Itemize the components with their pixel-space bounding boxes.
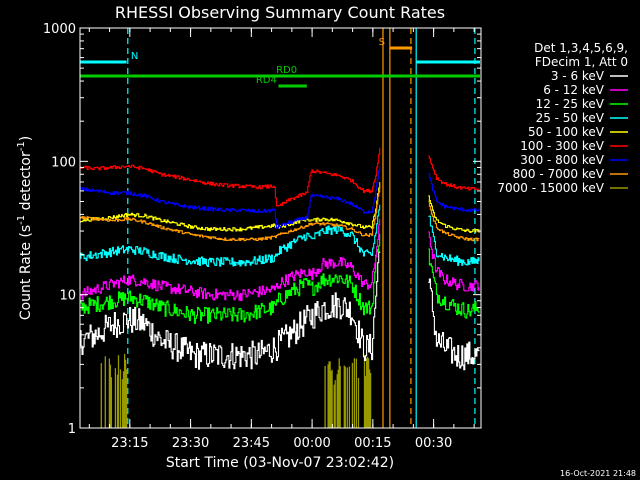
x-tick-label: 23:30: [172, 436, 209, 451]
flag-label: RD0: [276, 65, 297, 76]
series-line: [428, 200, 480, 242]
series-line: [80, 218, 381, 301]
series-line: [428, 278, 480, 371]
legend-label: 100 - 300 keV: [520, 139, 604, 153]
legend-label: 50 - 100 keV: [528, 125, 605, 139]
x-tick-label: 00:30: [415, 436, 452, 451]
series-line: [100, 353, 128, 428]
chart-title: RHESSI Observing Summary Count Rates: [115, 3, 445, 22]
legend-label: 25 - 50 keV: [536, 111, 605, 125]
timestamp: 16-Oct-2021 21:48: [560, 469, 636, 478]
legend-header-line: FDecim 1, Att 0: [535, 55, 628, 69]
legend-label: 6 - 12 keV: [543, 83, 605, 97]
series-line: [428, 155, 480, 191]
x-tick-label: 00:15: [354, 436, 391, 451]
series-line: [80, 183, 381, 242]
y-axis-label-part: ): [18, 136, 34, 141]
series-line: [80, 182, 381, 232]
flag-label: S: [379, 37, 385, 48]
series-line: [324, 354, 372, 428]
legend-label: 800 - 7000 keV: [513, 167, 605, 181]
legend-label: 7000 - 15000 keV: [497, 181, 604, 195]
legend-label: 300 - 800 keV: [520, 153, 604, 167]
y-tick-label: 100: [51, 155, 76, 170]
x-axis: 23:15 23:30 23:45 00:00 00:15 00:30: [88, 28, 475, 451]
plot-frame: [79, 27, 482, 429]
x-tick-label: 23:45: [233, 436, 270, 451]
series-line: [428, 248, 480, 319]
vertical-markers: [127, 28, 476, 428]
y-tick-label: 1: [68, 422, 76, 437]
y-axis-label-exp: -1: [16, 141, 27, 151]
series-line: [80, 147, 381, 207]
series-line: [80, 233, 381, 324]
y-axis: 1 10 100 1000: [43, 22, 481, 437]
y-axis-label-exp: -1: [16, 215, 27, 225]
series-line: [428, 172, 480, 213]
legend-label: 3 - 6 keV: [551, 69, 605, 83]
x-axis-label: Start Time (03-Nov-07 23:02:42): [166, 455, 394, 471]
y-axis-label-part: detector: [18, 151, 34, 215]
series-line: [428, 231, 480, 292]
y-tick-label: 1000: [43, 22, 76, 37]
series-line: [80, 165, 381, 229]
legend-label: 12 - 25 keV: [536, 97, 605, 111]
x-tick-label: 00:00: [293, 436, 330, 451]
flag-label: RD4: [256, 75, 277, 86]
series-line: [80, 251, 381, 370]
series-line: [428, 195, 480, 233]
series-line: [80, 204, 381, 267]
y-axis-label: Count Rate (s-1 detector-1): [16, 136, 34, 320]
series-line: [428, 215, 480, 266]
x-tick-label: 23:15: [111, 436, 148, 451]
flag-label: N: [131, 51, 138, 62]
y-axis-label-part: Count Rate (s: [18, 225, 34, 320]
series-layer: [80, 147, 480, 428]
y-tick-label: 10: [59, 289, 76, 304]
legend: Det 1,3,4,5,6,9, FDecim 1, Att 0 3 - 6 k…: [497, 41, 628, 195]
legend-header-line: Det 1,3,4,5,6,9,: [534, 41, 628, 55]
